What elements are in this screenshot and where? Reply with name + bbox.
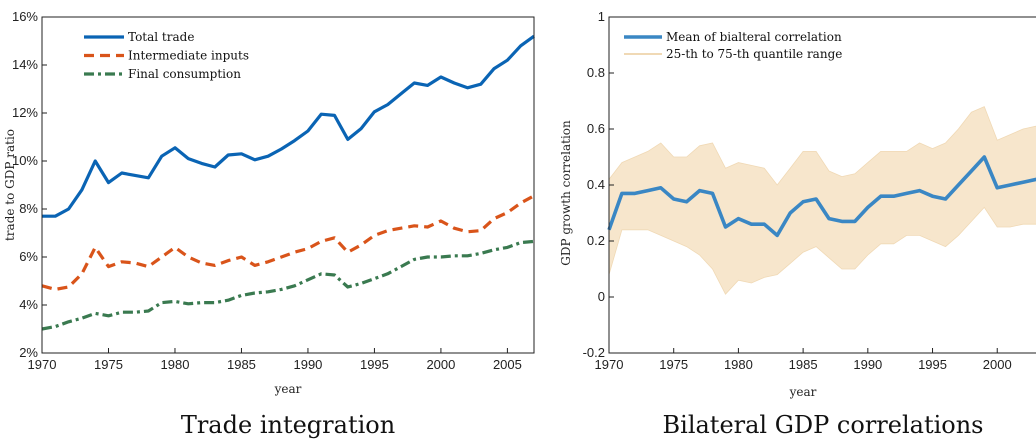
- left-plot-frame: [41, 16, 535, 354]
- y-tick-label: 2%: [19, 345, 38, 360]
- x-tick-label: 1985: [227, 357, 256, 372]
- quantile-band: [608, 106, 1036, 295]
- series-line-1: [41, 194, 535, 291]
- series-line-2: [41, 239, 535, 331]
- y-tick-label: 10%: [12, 153, 38, 168]
- x-tick-label: 1980: [724, 357, 753, 372]
- left-legend: Total trade Intermediate inputs Final cons…: [84, 30, 249, 81]
- trade-integration-chart: 1970 1975 1980 1985 1990 1995 2000 2005 2% 4% 6% 8…: [3, 9, 535, 439]
- y-tick-label: 0.4: [587, 177, 605, 192]
- y-tick-label: 16%: [12, 9, 38, 24]
- legend-label-0: Mean of bialteral correlation: [666, 30, 842, 44]
- x-tick-label: 1995: [360, 357, 389, 372]
- right-x-axis-label: year: [789, 385, 817, 399]
- y-tick-label: 0: [598, 289, 605, 304]
- y-tick-label: 4%: [19, 297, 38, 312]
- y-tick-label: 0.6: [587, 121, 605, 136]
- y-tick-label: 14%: [12, 57, 38, 72]
- x-tick-label: 2000: [983, 357, 1012, 372]
- x-tick-label: 1990: [293, 357, 322, 372]
- x-tick-label: 1975: [94, 357, 123, 372]
- y-tick-label: 1: [598, 9, 605, 24]
- y-tick-label: -0.2: [583, 345, 605, 360]
- legend-label-2: Final consumption: [128, 67, 241, 81]
- y-tick-label: 6%: [19, 249, 38, 264]
- x-tick-label: 1995: [918, 357, 947, 372]
- x-tick-label: 1975: [659, 357, 688, 372]
- right-legend: Mean of bialteral correlation 25-th to 75…: [624, 30, 842, 61]
- x-tick-label: 1980: [161, 357, 190, 372]
- left-y-axis-label: trade to GDP ratio: [3, 129, 17, 241]
- legend-label-1: 25-th to 75-th quantile range: [666, 47, 842, 61]
- y-tick-label: 8%: [19, 201, 38, 216]
- right-caption: Bilateral GDP correlations: [663, 411, 984, 439]
- x-tick-label: 1990: [853, 357, 882, 372]
- x-tick-label: 2000: [426, 357, 455, 372]
- x-tick-label: 1970: [28, 357, 57, 372]
- legend-label-0: Total trade: [128, 30, 194, 44]
- right-y-axis-label: GDP growth correlation: [559, 120, 573, 266]
- bilateral-gdp-correlation-chart: 1970 1975 1980 1985 1990 1995 2000 -0.2 0 0.2 0.4…: [559, 9, 1036, 439]
- legend-label-1: Intermediate inputs: [128, 49, 249, 63]
- y-tick-label: 12%: [12, 105, 38, 120]
- x-tick-label: 1985: [789, 357, 818, 372]
- y-tick-label: 0.2: [587, 233, 605, 248]
- x-tick-label: 2005: [493, 357, 522, 372]
- y-tick-label: 0.8: [587, 65, 605, 80]
- series-line-0: [607, 155, 1036, 238]
- x-tick-label: 1970: [595, 357, 624, 372]
- left-caption: Trade integration: [181, 411, 395, 439]
- left-x-axis-label: year: [274, 382, 302, 396]
- series-line-0: [42, 34, 535, 218]
